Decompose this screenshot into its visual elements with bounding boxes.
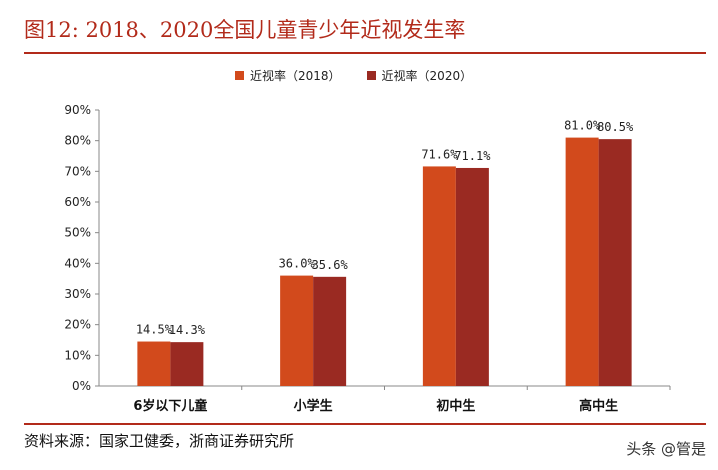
y-tick-label: 60% — [64, 195, 91, 209]
title-divider — [24, 52, 706, 54]
data-label: 36.0% — [279, 257, 316, 271]
watermark: 头条 @管是 — [626, 440, 706, 458]
data-label: 35.6% — [312, 258, 349, 272]
y-tick-label: 80% — [64, 134, 91, 148]
data-label: 80.5% — [597, 120, 634, 134]
x-tick-label: 小学生 — [294, 398, 333, 414]
data-label: 71.6% — [421, 147, 458, 161]
bar-2018 — [422, 166, 456, 386]
figure-title: 图12: 2018、2020全国儿童青少年近视发生率 — [24, 18, 466, 42]
y-tick-label: 0% — [72, 379, 91, 393]
bar-2018 — [280, 275, 314, 386]
bar-2020 — [313, 276, 347, 386]
legend-swatch-2018 — [235, 70, 244, 80]
bar-2020 — [170, 342, 204, 386]
legend-label-2018: 近视率（2018） — [250, 68, 341, 83]
y-tick-label: 40% — [64, 256, 91, 270]
y-tick-label: 70% — [64, 164, 91, 178]
bar-2018 — [137, 341, 171, 386]
bar-2020 — [455, 167, 489, 386]
bar-2018 — [565, 137, 599, 386]
bar-2020 — [598, 139, 632, 386]
y-tick-label: 20% — [64, 318, 91, 332]
data-label: 71.1% — [454, 149, 491, 163]
data-label: 14.5% — [136, 323, 173, 337]
source-divider — [24, 423, 706, 425]
y-tick-label: 30% — [64, 287, 91, 301]
x-tick-label: 6岁以下儿童 — [133, 398, 207, 414]
y-tick-label: 90% — [64, 103, 91, 117]
y-tick-label: 50% — [64, 226, 91, 240]
chart-legend: 近视率（2018） 近视率（2020） — [235, 66, 498, 84]
data-label: 14.3% — [169, 323, 206, 337]
x-tick-label: 初中生 — [436, 398, 475, 414]
data-label: 81.0% — [564, 119, 601, 133]
x-tick-label: 高中生 — [579, 398, 618, 414]
legend-item-2020: 近视率（2020） — [366, 67, 473, 84]
source-note: 资料来源：国家卫健委，浙商证券研究所 — [24, 432, 295, 450]
legend-swatch-2020 — [366, 70, 376, 80]
y-tick-label: 10% — [64, 348, 91, 362]
legend-label-2020: 近视率（2020） — [381, 68, 473, 83]
legend-item-2018: 近视率（2018） — [235, 67, 341, 84]
